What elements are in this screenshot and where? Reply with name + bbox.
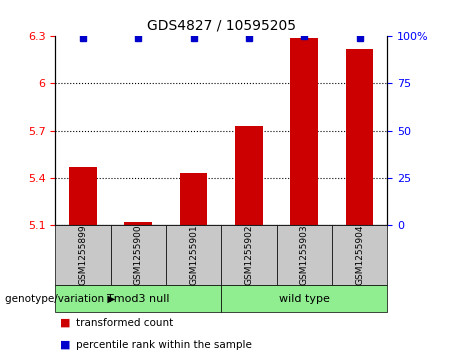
Text: GSM1255900: GSM1255900 bbox=[134, 225, 143, 285]
Bar bbox=[124, 222, 152, 225]
Bar bbox=[346, 49, 373, 225]
Text: GSM1255899: GSM1255899 bbox=[78, 225, 88, 285]
Text: Tmod3 null: Tmod3 null bbox=[107, 294, 170, 303]
Title: GDS4827 / 10595205: GDS4827 / 10595205 bbox=[147, 19, 296, 32]
Text: GSM1255904: GSM1255904 bbox=[355, 225, 364, 285]
Text: transformed count: transformed count bbox=[76, 318, 173, 328]
Text: ■: ■ bbox=[60, 340, 71, 350]
Text: percentile rank within the sample: percentile rank within the sample bbox=[76, 340, 252, 350]
Bar bbox=[180, 173, 207, 225]
Bar bbox=[69, 167, 97, 225]
Bar bbox=[235, 126, 263, 225]
Text: GSM1255901: GSM1255901 bbox=[189, 225, 198, 285]
Text: ■: ■ bbox=[60, 318, 71, 328]
Text: GSM1255902: GSM1255902 bbox=[244, 225, 254, 285]
Text: GSM1255903: GSM1255903 bbox=[300, 225, 309, 285]
Text: wild type: wild type bbox=[279, 294, 330, 303]
Bar bbox=[290, 38, 318, 225]
Text: genotype/variation ▶: genotype/variation ▶ bbox=[5, 294, 115, 303]
